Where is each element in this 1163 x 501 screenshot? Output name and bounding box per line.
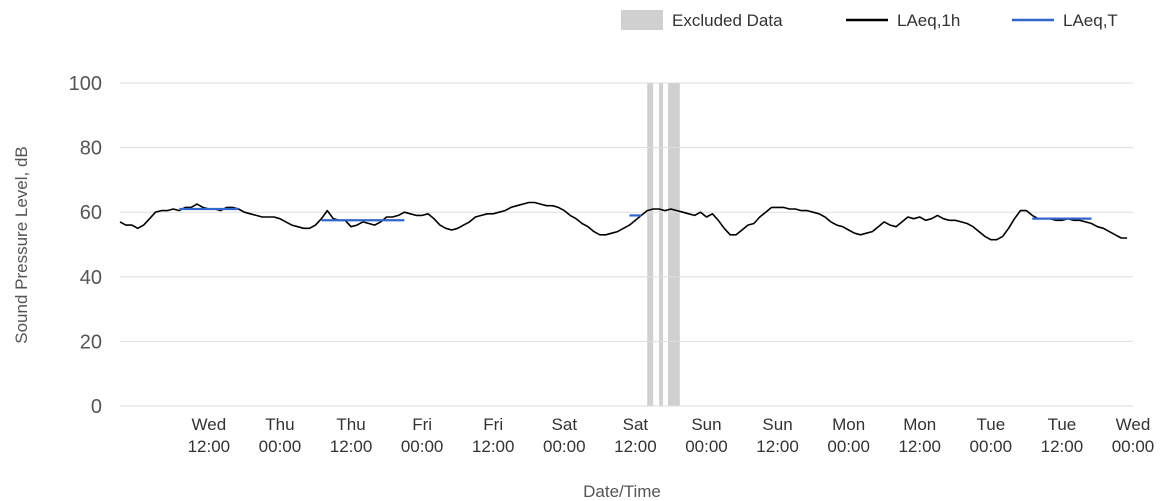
x-tick-day: Sun xyxy=(691,415,721,434)
x-tick-day: Mon xyxy=(832,415,865,434)
x-tick-day: Fri xyxy=(412,415,432,434)
y-tick-label: 80 xyxy=(80,138,102,160)
excluded-bands xyxy=(647,83,680,406)
x-tick-day: Tue xyxy=(976,415,1005,434)
x-tick-time: 12:00 xyxy=(472,437,515,456)
y-tick-label: 40 xyxy=(80,267,102,289)
y-tick-label: 60 xyxy=(80,202,102,224)
x-tick-time: 12:00 xyxy=(614,437,657,456)
x-tick-time: 00:00 xyxy=(259,437,302,456)
series-lines xyxy=(119,201,1128,241)
series-laeq1h-line xyxy=(119,201,1128,241)
x-tick-time: 12:00 xyxy=(898,437,941,456)
x-tick-day: Mon xyxy=(903,415,936,434)
x-tick-day: Tue xyxy=(1048,415,1077,434)
x-tick-day: Sun xyxy=(762,415,792,434)
x-tick-time: 00:00 xyxy=(543,437,586,456)
x-tick-time: 00:00 xyxy=(401,437,444,456)
legend-excluded-label: Excluded Data xyxy=(672,11,783,30)
x-tick-day: Thu xyxy=(336,415,365,434)
x-tick-day: Sat xyxy=(623,415,649,434)
legend: Excluded Data LAeq,1h LAeq,T xyxy=(621,10,1118,30)
y-tick-label: 20 xyxy=(80,331,102,353)
legend-laeqt-label: LAeq,T xyxy=(1063,11,1118,30)
x-tick-day: Wed xyxy=(192,415,227,434)
legend-laeq1h-label: LAeq,1h xyxy=(897,11,960,30)
x-tick-time: 00:00 xyxy=(1112,437,1155,456)
x-tick-time: 00:00 xyxy=(827,437,870,456)
x-axis-title: Date/Time xyxy=(583,482,661,501)
x-tick-labels: Wed 12:00 Thu 00:00 Thu 12:00 Fri 00:00 Fri 12:00… xyxy=(188,415,1155,456)
x-tick-day: Fri xyxy=(483,415,503,434)
legend-excluded-swatch xyxy=(621,10,663,30)
x-tick-time: 00:00 xyxy=(970,437,1013,456)
y-tick-label: 100 xyxy=(69,73,102,95)
x-tick-time: 12:00 xyxy=(1041,437,1084,456)
x-tick-day: Sat xyxy=(552,415,578,434)
y-tick-labels: 0 20 40 60 80 100 xyxy=(69,73,102,418)
excluded-band-2 xyxy=(667,83,680,406)
excluded-band-0 xyxy=(647,83,654,406)
y-axis-title: Sound Pressure Level, dB xyxy=(12,146,31,344)
gridlines xyxy=(120,82,1133,407)
x-tick-time: 12:00 xyxy=(756,437,799,456)
excluded-band-1 xyxy=(659,83,664,406)
x-tick-time: 12:00 xyxy=(188,437,231,456)
x-tick-time: 12:00 xyxy=(330,437,373,456)
y-tick-label: 0 xyxy=(91,396,102,418)
x-tick-time: 00:00 xyxy=(685,437,728,456)
x-tick-day: Wed xyxy=(1116,415,1151,434)
x-tick-day: Thu xyxy=(265,415,294,434)
